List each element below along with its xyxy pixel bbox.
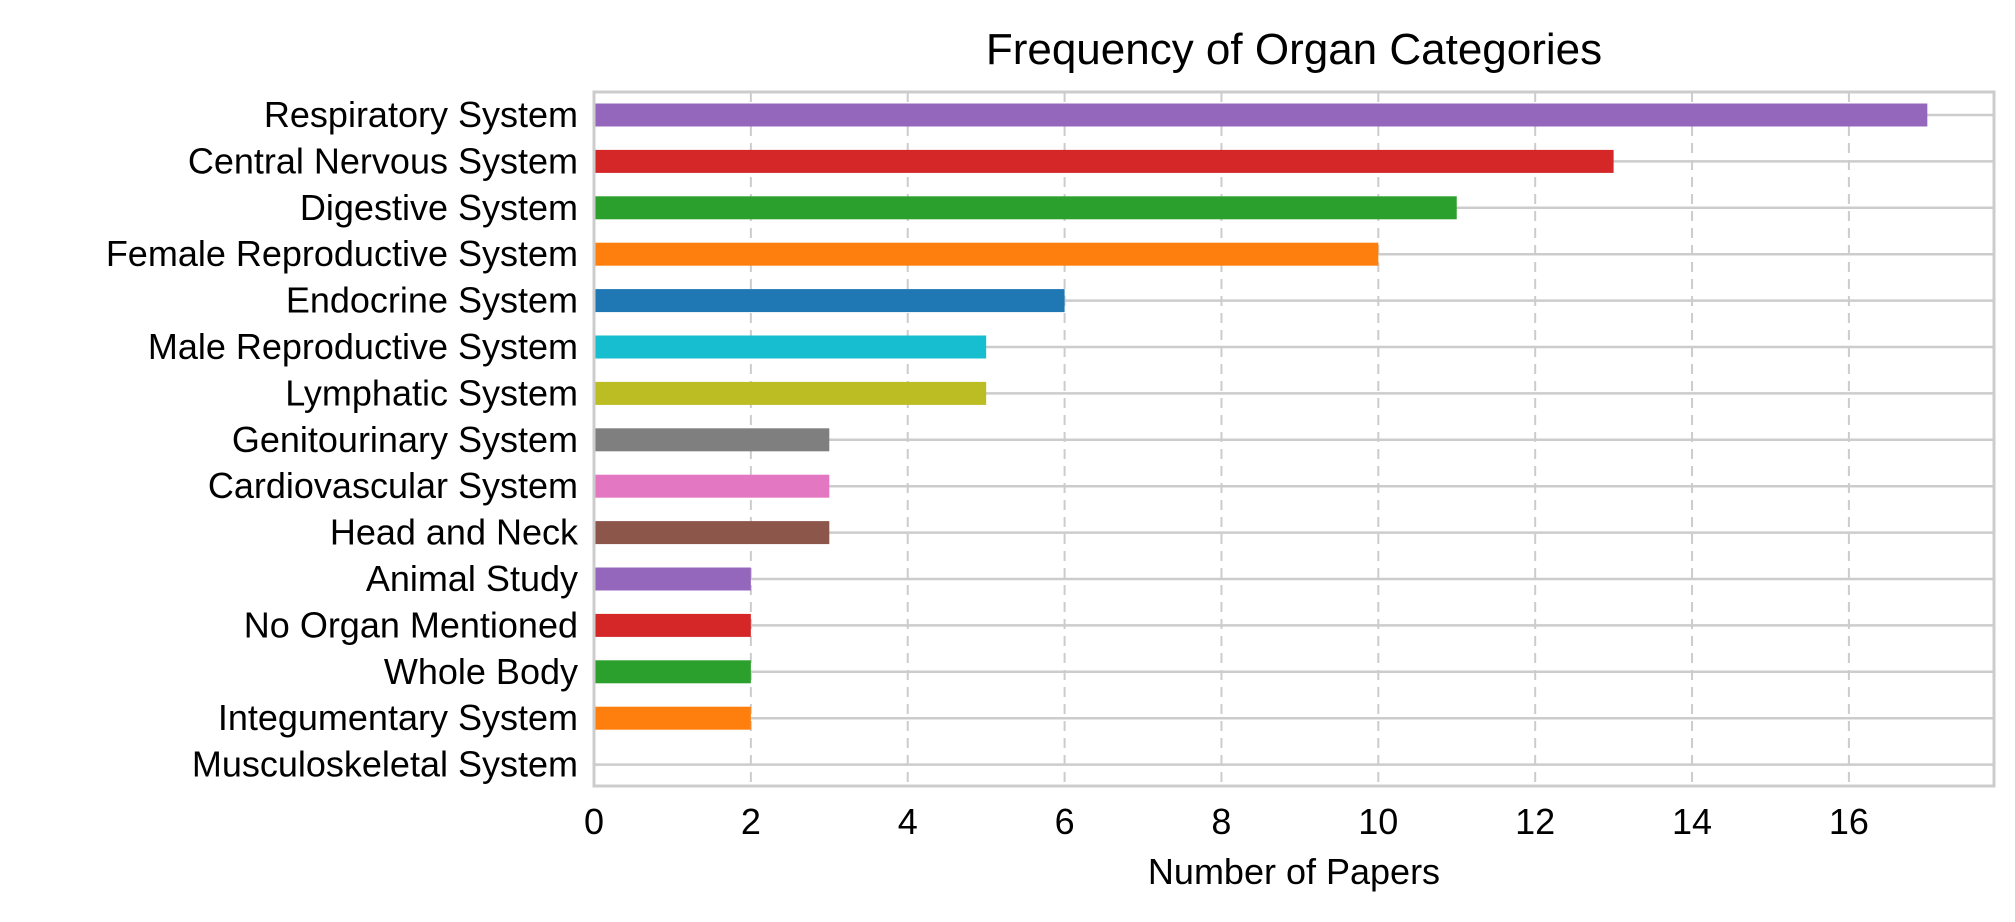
bar bbox=[594, 335, 987, 359]
x-tick-label: 12 bbox=[1515, 801, 1555, 842]
x-tick-label: 10 bbox=[1358, 801, 1398, 842]
bar bbox=[594, 289, 1065, 313]
x-tick-label: 16 bbox=[1829, 801, 1869, 842]
bar bbox=[594, 613, 751, 637]
x-tick-label: 2 bbox=[741, 801, 761, 842]
category-label: Digestive System bbox=[300, 187, 578, 228]
x-tick-label: 14 bbox=[1672, 801, 1712, 842]
bar bbox=[594, 149, 1614, 173]
category-label: Endocrine System bbox=[286, 280, 578, 321]
category-label: Central Nervous System bbox=[188, 140, 578, 181]
category-label: Whole Body bbox=[384, 651, 578, 692]
category-label: No Organ Mentioned bbox=[244, 604, 578, 645]
bar bbox=[594, 706, 751, 730]
x-tick-label: 6 bbox=[1055, 801, 1075, 842]
bar bbox=[594, 428, 830, 452]
bar bbox=[594, 381, 987, 405]
bar bbox=[594, 567, 751, 591]
category-label: Male Reproductive System bbox=[148, 326, 578, 367]
bar bbox=[594, 521, 830, 545]
bar bbox=[594, 103, 1928, 127]
category-label: Cardiovascular System bbox=[208, 465, 578, 506]
category-label: Respiratory System bbox=[264, 94, 578, 135]
bar bbox=[594, 196, 1457, 220]
category-label: Female Reproductive System bbox=[106, 233, 578, 274]
category-labels: Respiratory System Central Nervous System… bbox=[106, 94, 579, 785]
bar bbox=[594, 660, 751, 684]
category-label: Integumentary System bbox=[218, 697, 578, 738]
x-tick-labels: 0 2 4 6 8 10 12 14 16 bbox=[584, 801, 1869, 842]
category-label: Musculoskeletal System bbox=[192, 744, 578, 785]
bar bbox=[594, 242, 1379, 266]
x-tick-label: 0 bbox=[584, 801, 604, 842]
plot-frame bbox=[592, 90, 1996, 788]
category-label: Genitourinary System bbox=[232, 419, 578, 460]
category-label: Head and Neck bbox=[330, 512, 579, 553]
category-label: Lymphatic System bbox=[285, 372, 578, 413]
category-label: Animal Study bbox=[366, 558, 578, 599]
chart-title: Frequency of Organ Categories bbox=[986, 25, 1602, 74]
bars bbox=[594, 103, 1928, 730]
bar bbox=[594, 474, 830, 498]
x-tick-label: 8 bbox=[1211, 801, 1231, 842]
x-axis-label: Number of Papers bbox=[1148, 851, 1440, 892]
x-tick-label: 4 bbox=[898, 801, 918, 842]
